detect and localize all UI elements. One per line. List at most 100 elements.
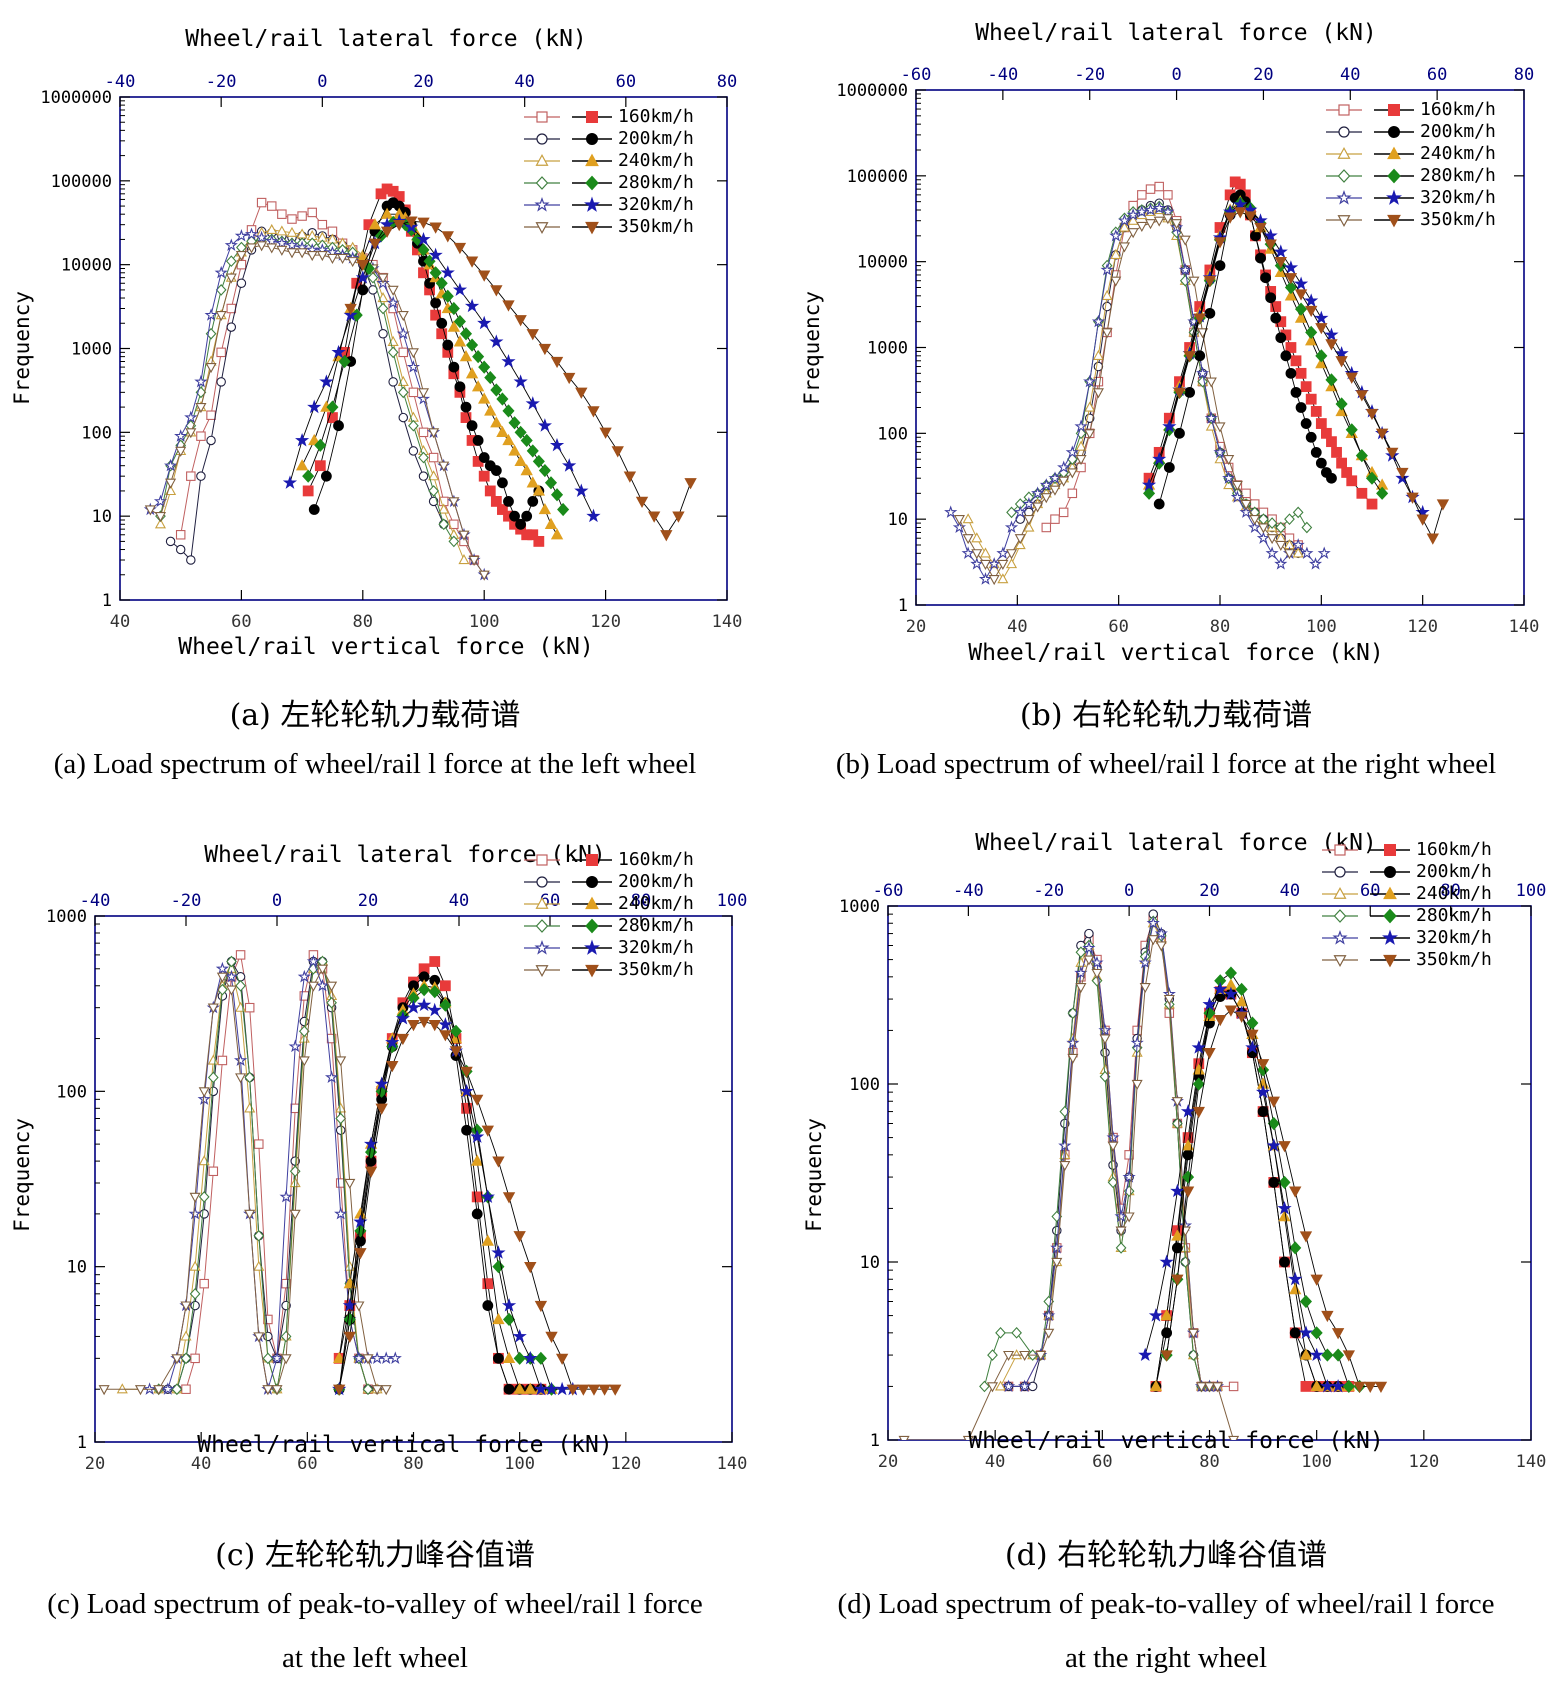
data-point-lateral-320km/h xyxy=(978,572,993,585)
data-point-lateral-320km/h xyxy=(224,238,238,251)
data-point-lateral-350km/h xyxy=(380,1385,392,1396)
data-point-lateral-160km/h xyxy=(217,1055,228,1066)
data-point-vertical-240km/h xyxy=(471,1154,484,1166)
data-point-lateral-350km/h xyxy=(1136,221,1148,233)
data-point-lateral-350km/h xyxy=(1179,235,1191,246)
data-point-vertical-200km/h xyxy=(1182,1149,1194,1161)
data-point-lateral-280km/h xyxy=(1075,946,1087,959)
data-point-lateral-350km/h xyxy=(144,505,156,516)
data-point-lateral-240km/h xyxy=(971,532,983,543)
data-point-lateral-200km/h xyxy=(388,377,398,387)
data-point-vertical-350km/h xyxy=(545,1331,558,1344)
data-point-lateral-160km/h xyxy=(317,219,328,230)
data-point-lateral-350km/h xyxy=(244,1209,256,1220)
legend-swatch xyxy=(524,175,612,191)
data-point-lateral-200km/h xyxy=(378,328,388,339)
data-point-lateral-280km/h xyxy=(335,1112,347,1125)
data-point-vertical-200km/h xyxy=(461,1124,472,1136)
legend-item: 240km/h xyxy=(1324,142,1524,166)
data-point-vertical-280km/h xyxy=(492,1260,505,1274)
data-point-vertical-160km/h xyxy=(478,470,490,482)
data-point-lateral-350km/h xyxy=(216,972,228,983)
data-point-lateral-160km/h xyxy=(287,214,297,224)
data-point-lateral-320km/h xyxy=(315,978,330,992)
data-point-lateral-320km/h xyxy=(1135,205,1149,218)
data-point-lateral-350km/h xyxy=(1101,328,1113,339)
data-point-vertical-280km/h xyxy=(1295,302,1308,316)
data-point-lateral-240km/h xyxy=(1084,401,1096,412)
x-tick-label: 140 xyxy=(1516,1452,1547,1472)
data-point-lateral-280km/h xyxy=(262,1352,274,1365)
data-point-lateral-350km/h xyxy=(307,981,319,992)
data-point-lateral-240km/h xyxy=(266,223,278,234)
data-point-vertical-160km/h xyxy=(533,536,545,547)
y-tick-label: 1 xyxy=(102,591,112,611)
x-top-tick-label: 100 xyxy=(717,891,748,911)
data-point-vertical-350km/h xyxy=(1160,1350,1173,1362)
x-top-tick-label: 60 xyxy=(1427,65,1447,85)
legend-item: 320km/h xyxy=(1320,926,1520,950)
data-point-vertical-350km/h xyxy=(368,238,382,250)
data-point-lateral-350km/h xyxy=(134,1385,147,1396)
data-point-lateral-320km/h xyxy=(275,236,289,249)
x-tick-label: 60 xyxy=(1108,617,1128,637)
data-point-vertical-320km/h xyxy=(1293,276,1309,290)
data-point-lateral-350km/h xyxy=(1032,502,1044,513)
legend-swatch xyxy=(1322,844,1410,856)
data-point-lateral-350km/h xyxy=(1275,540,1287,551)
x-top-tick-label: -40 xyxy=(953,881,984,901)
data-point-lateral-350km/h xyxy=(198,1087,210,1098)
data-point-vertical-280km/h xyxy=(1284,280,1297,295)
legend-swatch xyxy=(1322,866,1410,878)
series-line-vertical-320km/h xyxy=(1148,204,1424,513)
legend-swatch xyxy=(524,133,612,145)
data-point-vertical-200km/h xyxy=(454,381,466,393)
data-point-vertical-240km/h xyxy=(1299,1348,1313,1360)
data-point-vertical-320km/h xyxy=(1331,1379,1346,1393)
y-tick-label: 100 xyxy=(81,423,112,443)
data-point-lateral-240km/h xyxy=(377,292,389,303)
data-point-lateral-350km/h xyxy=(175,446,187,457)
legend-label: 160km/h xyxy=(618,106,694,127)
data-point-vertical-200km/h xyxy=(1275,332,1287,344)
x-tick-label: 20 xyxy=(878,1452,898,1472)
data-point-lateral-280km/h xyxy=(995,1326,1006,1339)
x-tick-label: 80 xyxy=(353,612,373,632)
data-point-vertical-160km/h xyxy=(1366,498,1378,510)
data-point-lateral-320km/h xyxy=(1002,1379,1016,1393)
data-point-lateral-350km/h xyxy=(986,1382,999,1393)
data-point-vertical-350km/h xyxy=(460,1066,473,1078)
legend-label: 200km/h xyxy=(1416,861,1492,882)
data-point-vertical-240km/h xyxy=(502,1351,516,1363)
data-point-vertical-350km/h xyxy=(555,1353,569,1365)
data-point-lateral-160km/h xyxy=(266,201,277,211)
data-point-vertical-350km/h xyxy=(364,1166,378,1178)
data-point-vertical-320km/h xyxy=(562,458,577,472)
data-point-vertical-350km/h xyxy=(1246,1029,1259,1041)
data-point-vertical-200km/h xyxy=(357,284,369,296)
data-point-vertical-160km/h xyxy=(1290,355,1302,367)
data-point-vertical-350km/h xyxy=(587,406,600,418)
data-point-vertical-350km/h xyxy=(343,1331,356,1344)
data-point-vertical-320km/h xyxy=(1202,997,1217,1011)
x-top-tick-label: 80 xyxy=(631,891,651,911)
x-top-tick-label: -40 xyxy=(80,891,111,911)
data-point-vertical-350km/h xyxy=(492,1156,505,1168)
series-line-lateral-350km/h xyxy=(150,244,485,576)
data-point-lateral-350km/h xyxy=(1003,1350,1015,1362)
data-point-lateral-320km/h xyxy=(1143,202,1158,216)
data-point-lateral-280km/h xyxy=(1275,521,1287,534)
data-point-vertical-160km/h xyxy=(1285,342,1297,353)
data-point-lateral-350km/h xyxy=(165,478,177,489)
series-line-vertical-200km/h xyxy=(1158,194,1332,505)
legend-swatch xyxy=(524,111,612,123)
y-tick-label: 10 xyxy=(92,507,112,527)
caption-en: (b) Load spectrum of wheel/rail l force … xyxy=(835,748,1497,780)
legend-label: 200km/h xyxy=(1420,121,1496,142)
legend-label: 160km/h xyxy=(1420,99,1496,120)
data-point-vertical-200km/h xyxy=(1265,292,1277,304)
data-point-lateral-350km/h xyxy=(1163,994,1175,1006)
legend-label: 350km/h xyxy=(1420,209,1496,230)
data-point-lateral-160km/h xyxy=(1137,190,1147,200)
series-line-vertical-280km/h xyxy=(1166,972,1360,1387)
